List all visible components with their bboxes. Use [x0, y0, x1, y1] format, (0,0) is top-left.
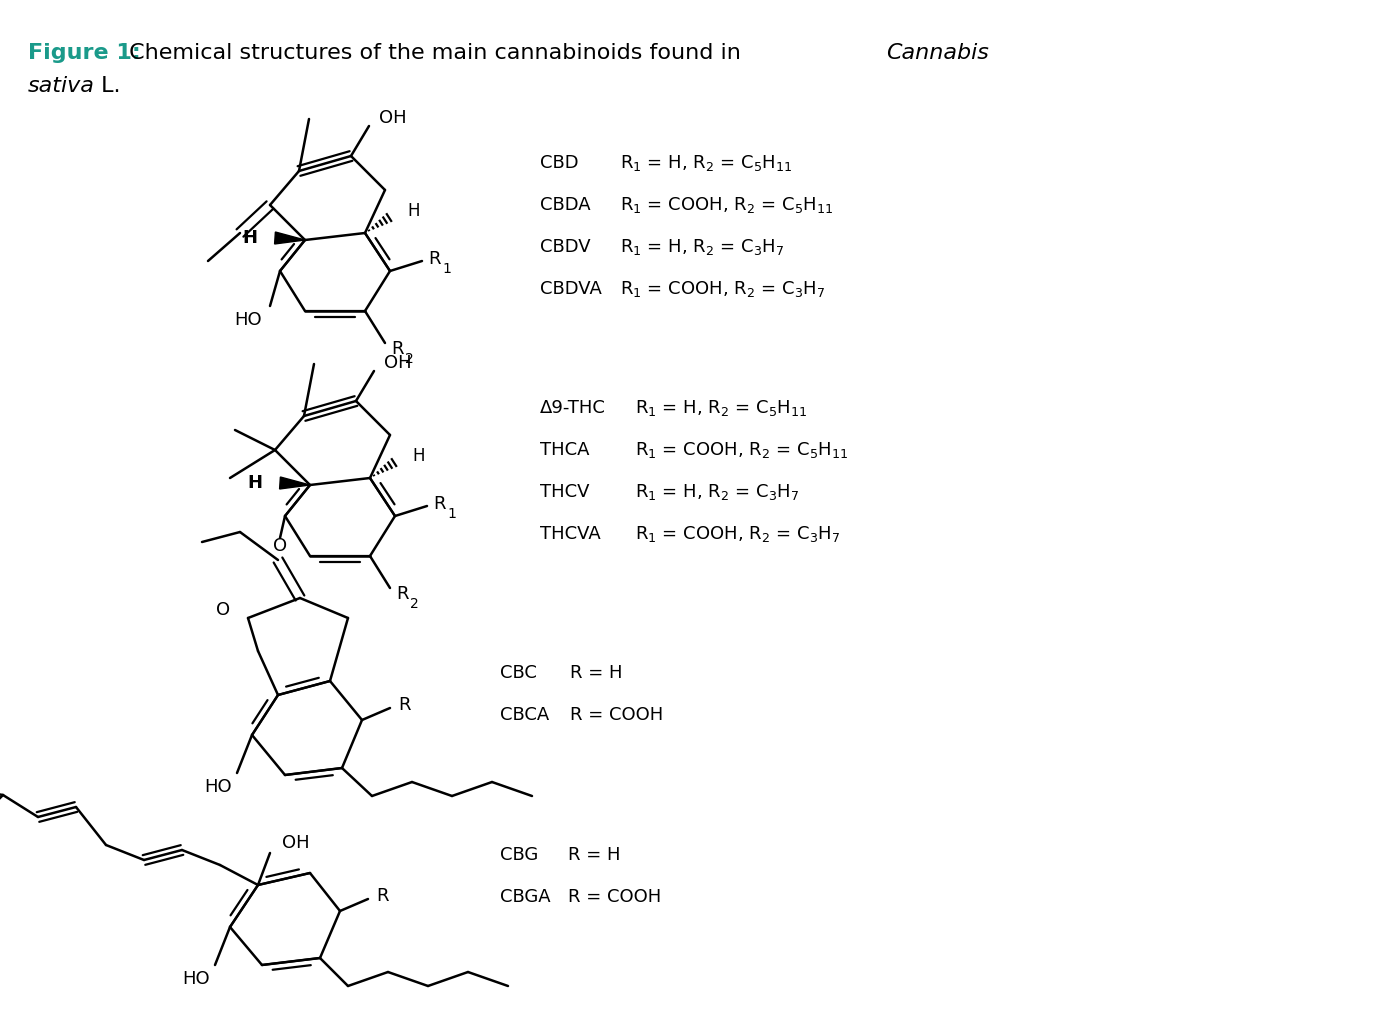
Text: HO: HO: [234, 311, 262, 328]
Text: R$_1$ = COOH, R$_2$ = C$_5$H$_{11}$: R$_1$ = COOH, R$_2$ = C$_5$H$_{11}$: [620, 195, 833, 215]
Text: sativa: sativa: [28, 76, 95, 96]
Text: O: O: [216, 601, 230, 619]
Text: THCA: THCA: [540, 441, 589, 459]
Text: CBC: CBC: [500, 664, 537, 682]
Text: H: H: [408, 202, 420, 220]
Text: OH: OH: [384, 354, 412, 372]
Text: R$_1$ = COOH, R$_2$ = C$_5$H$_{11}$: R$_1$ = COOH, R$_2$ = C$_5$H$_{11}$: [635, 440, 848, 460]
Text: THCVA: THCVA: [540, 525, 600, 543]
Text: L.: L.: [94, 76, 121, 96]
Text: R$_1$ = H, R$_2$ = C$_5$H$_{11}$: R$_1$ = H, R$_2$ = C$_5$H$_{11}$: [635, 398, 807, 418]
Text: 2: 2: [405, 352, 413, 366]
Text: R = COOH: R = COOH: [567, 888, 661, 906]
Text: 1: 1: [448, 507, 456, 521]
Text: Chemical structures of the main cannabinoids found in: Chemical structures of the main cannabin…: [123, 43, 748, 63]
Text: HO: HO: [204, 778, 231, 796]
Text: CBGA: CBGA: [500, 888, 551, 906]
Text: R = H: R = H: [567, 846, 621, 864]
Text: R$_1$ = COOH, R$_2$ = C$_3$H$_7$: R$_1$ = COOH, R$_2$ = C$_3$H$_7$: [620, 279, 825, 299]
Text: R$_1$ = H, R$_2$ = C$_3$H$_7$: R$_1$ = H, R$_2$ = C$_3$H$_7$: [620, 237, 785, 257]
Text: CBCA: CBCA: [500, 706, 549, 724]
Text: THCV: THCV: [540, 483, 589, 501]
Text: R = H: R = H: [570, 664, 622, 682]
Text: H: H: [246, 474, 262, 492]
Text: HO: HO: [182, 970, 211, 988]
Text: OH: OH: [379, 109, 406, 127]
Text: R$_1$ = COOH, R$_2$ = C$_3$H$_7$: R$_1$ = COOH, R$_2$ = C$_3$H$_7$: [635, 524, 840, 544]
Text: H: H: [242, 229, 257, 247]
Text: CBD: CBD: [540, 154, 578, 173]
Text: R: R: [391, 340, 403, 358]
Text: R: R: [397, 585, 409, 603]
Text: CBDVA: CBDVA: [540, 280, 602, 298]
Text: R$_1$ = H, R$_2$ = C$_5$H$_{11}$: R$_1$ = H, R$_2$ = C$_5$H$_{11}$: [620, 153, 792, 173]
Polygon shape: [280, 477, 310, 489]
Text: OH: OH: [282, 834, 310, 852]
Text: 2: 2: [410, 597, 419, 611]
Text: R: R: [398, 696, 410, 714]
Text: R$_1$ = H, R$_2$ = C$_3$H$_7$: R$_1$ = H, R$_2$ = C$_3$H$_7$: [635, 482, 799, 502]
Text: R: R: [432, 495, 446, 513]
Text: CBDA: CBDA: [540, 196, 591, 214]
Text: CBG: CBG: [500, 846, 538, 864]
Text: 1: 1: [442, 262, 450, 276]
Text: Figure 1:: Figure 1:: [28, 43, 140, 63]
Polygon shape: [274, 232, 304, 244]
Text: H: H: [412, 447, 424, 465]
Text: O: O: [273, 537, 286, 555]
Text: CBDV: CBDV: [540, 238, 591, 256]
Text: R: R: [376, 887, 388, 905]
Text: Cannabis: Cannabis: [885, 43, 989, 63]
Text: R = COOH: R = COOH: [570, 706, 664, 724]
Text: R: R: [428, 250, 441, 268]
Text: Δ9-THC: Δ9-THC: [540, 399, 606, 417]
